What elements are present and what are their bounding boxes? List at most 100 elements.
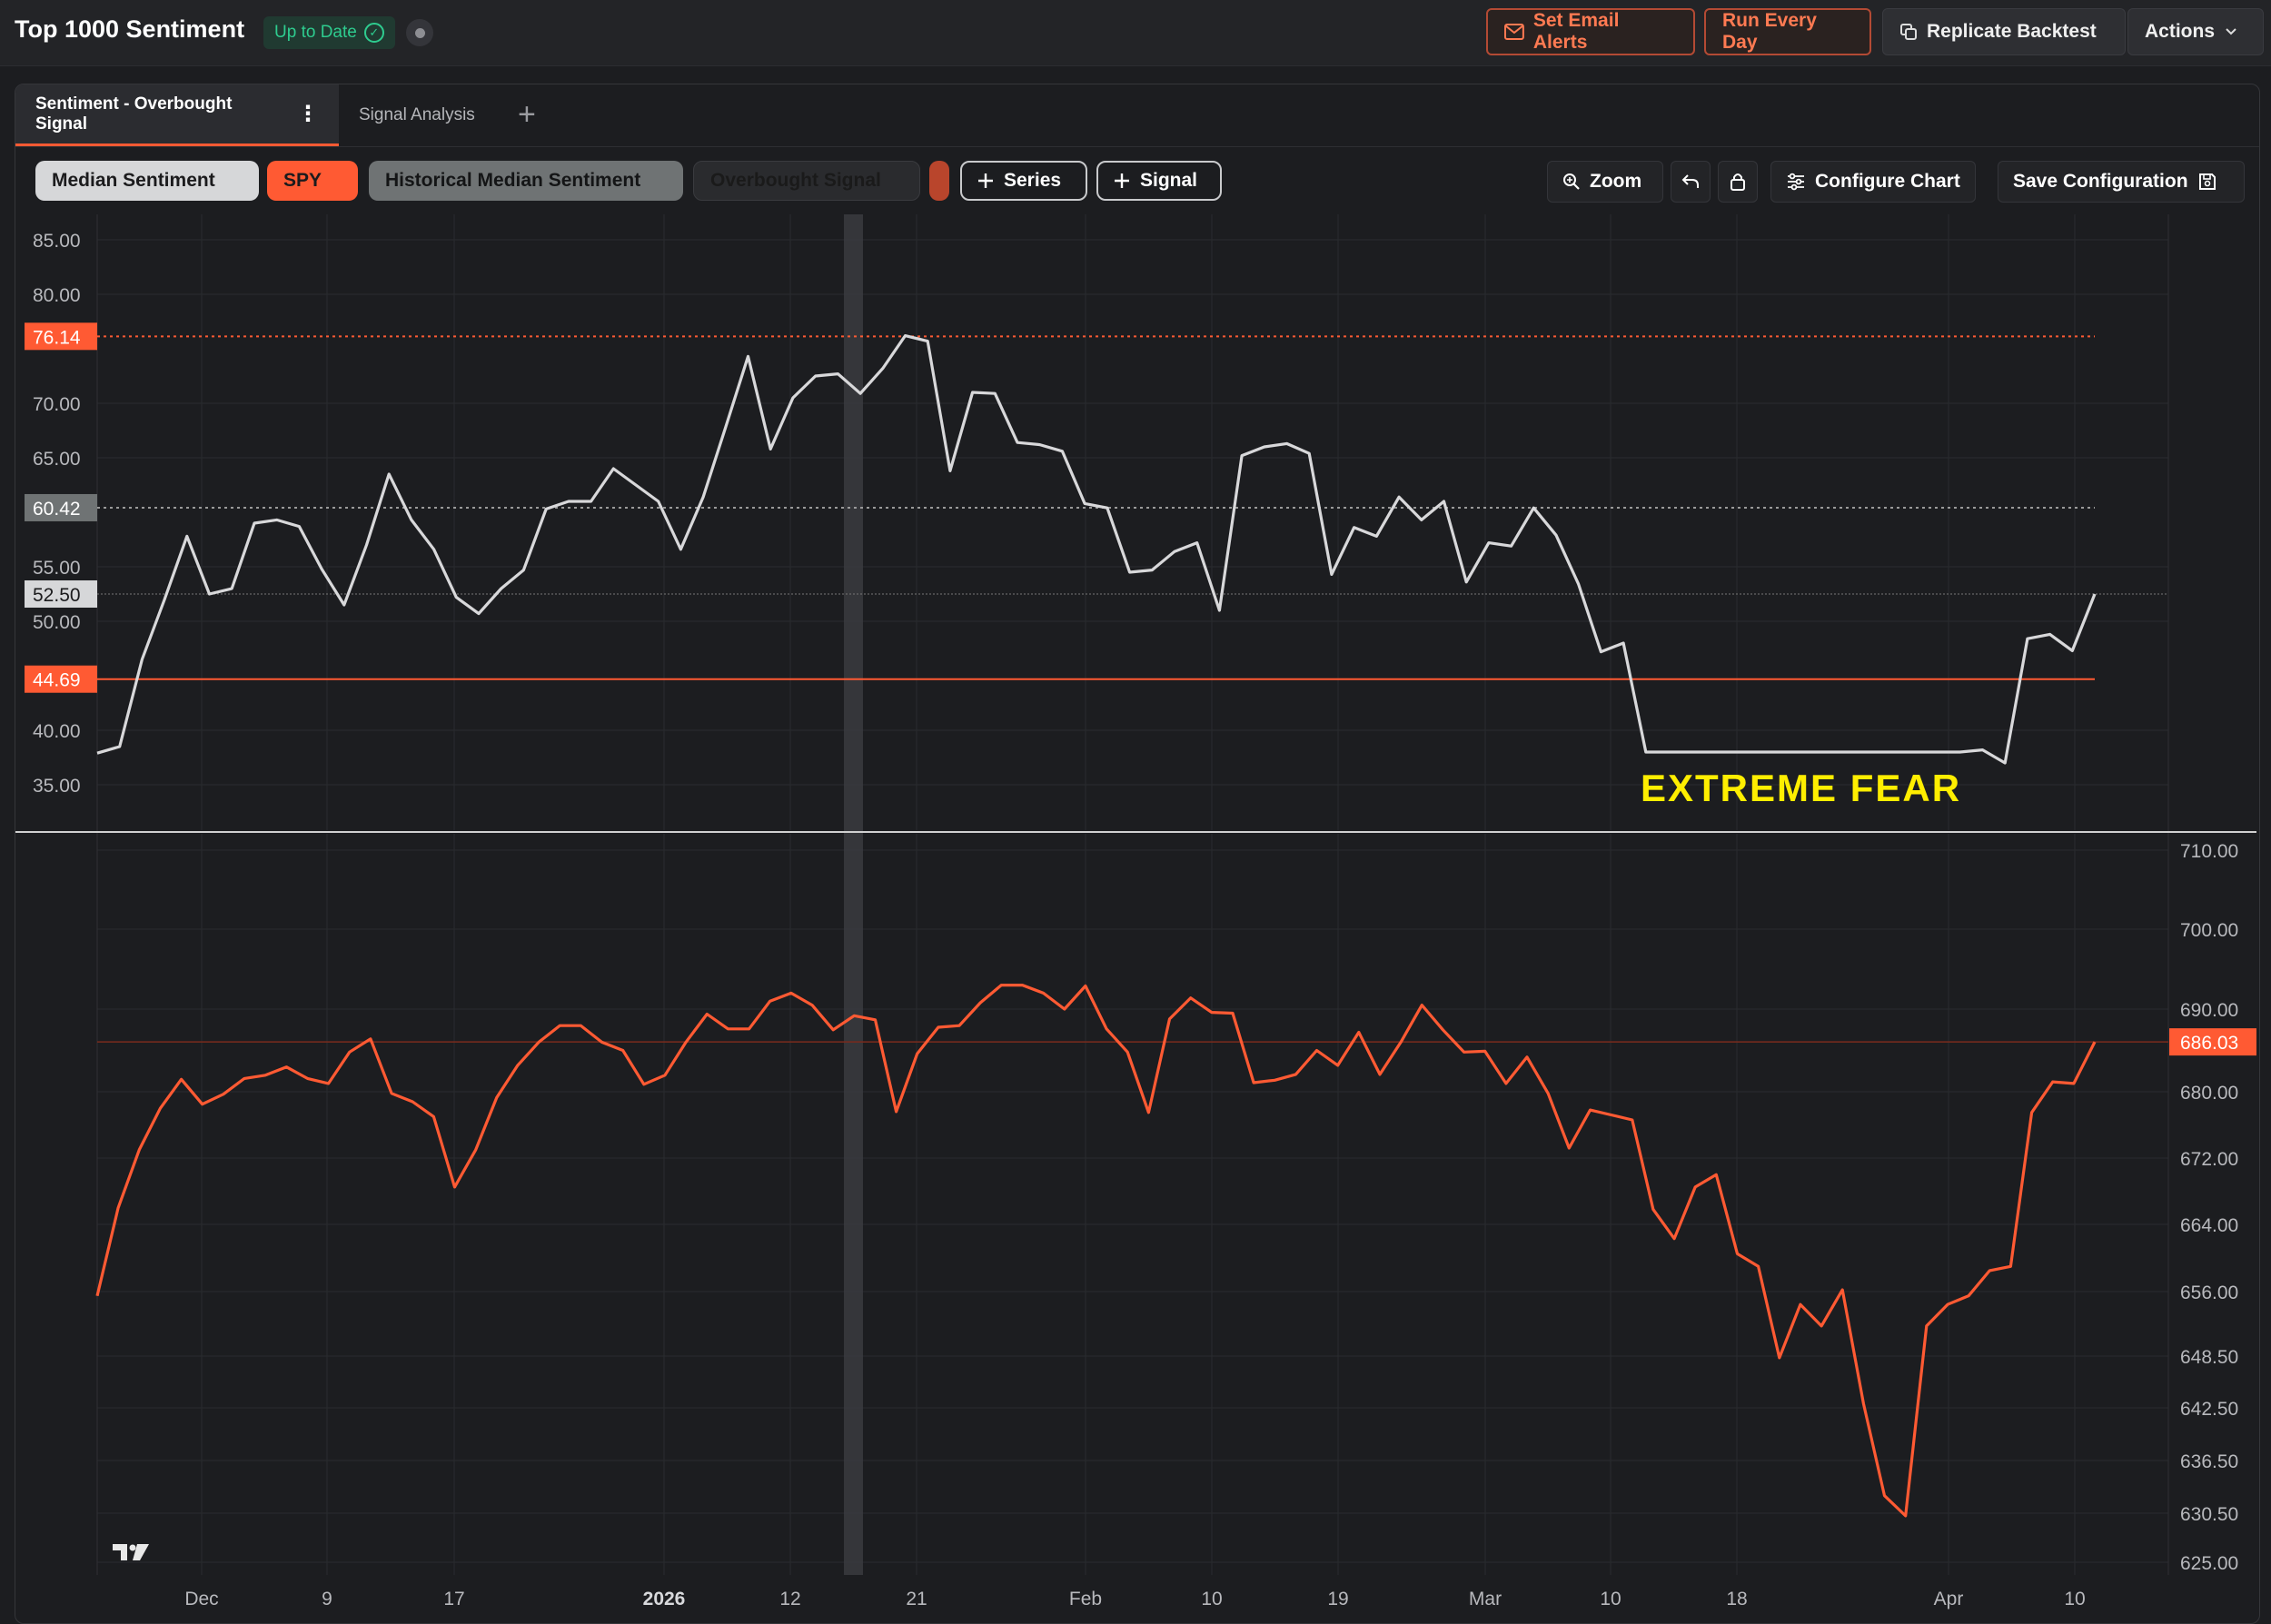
legend-pill-historical-median-sentiment[interactable]: Historical Median Sentiment bbox=[369, 161, 683, 201]
spy-line bbox=[95, 983, 2097, 1518]
y-tick-label: 648.50 bbox=[2180, 1347, 2238, 1368]
add-signal-label: Signal bbox=[1140, 170, 1198, 191]
logo-shape bbox=[113, 1544, 127, 1560]
legend-pill-median-sentiment[interactable]: Median Sentiment bbox=[35, 161, 259, 201]
crosshair-band bbox=[844, 214, 863, 1575]
zoom-icon bbox=[1563, 173, 1580, 190]
copy-icon bbox=[1900, 24, 1917, 40]
y-tick-label: 55.00 bbox=[33, 558, 81, 579]
x-tick-label: 17 bbox=[443, 1589, 464, 1609]
save-icon bbox=[2198, 173, 2216, 190]
tab-bar: Sentiment - Overbought Signal ⋮ Signal A… bbox=[15, 84, 2259, 147]
actions-dropdown[interactable]: Actions bbox=[2127, 8, 2264, 55]
replicate-backtest-button[interactable]: Replicate Backtest bbox=[1882, 8, 2126, 55]
y-tick-label: 642.50 bbox=[2180, 1399, 2238, 1420]
legend-pill-spy[interactable]: SPY bbox=[267, 161, 358, 201]
extreme-fear-annotation: EXTREME FEAR bbox=[1641, 767, 1961, 809]
chart-logo-icon bbox=[113, 1544, 149, 1560]
status-badge: Up to Date ✓ bbox=[263, 16, 395, 49]
y-tick-label: 70.00 bbox=[33, 394, 81, 415]
x-tick-label: Feb bbox=[1069, 1589, 1102, 1609]
chevron-down-icon bbox=[2226, 28, 2236, 35]
reference-value-label: 52.50 bbox=[33, 585, 81, 606]
y-tick-label: 672.00 bbox=[2180, 1149, 2238, 1170]
chart-panel: Sentiment - Overbought Signal ⋮ Signal A… bbox=[15, 84, 2260, 1624]
tab-label: Sentiment - Overbought Signal bbox=[35, 94, 233, 134]
save-configuration-button[interactable]: Save Configuration bbox=[1998, 161, 2245, 203]
tab-label: Signal Analysis bbox=[359, 105, 475, 124]
x-tick-label: 10 bbox=[1600, 1589, 1621, 1609]
y-tick-label: 630.50 bbox=[2180, 1504, 2238, 1525]
add-tab-icon[interactable]: + bbox=[518, 97, 536, 132]
y-tick-label: 35.00 bbox=[33, 776, 81, 797]
y-tick-label: 680.00 bbox=[2180, 1083, 2238, 1104]
y-tick-label: 710.00 bbox=[2180, 841, 2238, 862]
set-email-alerts-button[interactable]: Set Email Alerts bbox=[1486, 8, 1695, 55]
logo-shape bbox=[133, 1544, 149, 1560]
lock-icon bbox=[1731, 173, 1745, 191]
x-tick-label: Apr bbox=[1934, 1589, 1964, 1609]
undo-button[interactable] bbox=[1671, 161, 1711, 203]
configure-chart-label: Configure Chart bbox=[1815, 171, 1960, 192]
reference-value-box bbox=[25, 493, 97, 521]
y-tick-label: 40.00 bbox=[33, 721, 81, 742]
lock-button[interactable] bbox=[1718, 161, 1758, 203]
y-tick-label: 85.00 bbox=[33, 231, 81, 252]
legend-pill-truncated[interactable] bbox=[929, 161, 949, 201]
reference-value-box bbox=[25, 665, 97, 693]
x-tick-label: Dec bbox=[184, 1589, 218, 1609]
kebab-menu-icon[interactable]: ⋮ bbox=[297, 101, 319, 126]
median-sentiment-line bbox=[96, 334, 2097, 765]
legend-pill-overbought-signal[interactable]: Overbought Signal bbox=[693, 161, 920, 201]
plus-icon bbox=[978, 173, 993, 188]
y-tick-label: 80.00 bbox=[33, 285, 81, 306]
x-tick-label: 2026 bbox=[643, 1589, 686, 1609]
reference-value-box bbox=[25, 322, 97, 351]
y-tick-label: 625.00 bbox=[2180, 1553, 2238, 1574]
zoom-label: Zoom bbox=[1590, 171, 1642, 192]
x-tick-label: 10 bbox=[2064, 1589, 2085, 1609]
x-tick-label: 12 bbox=[779, 1589, 800, 1609]
add-series-label: Series bbox=[1004, 170, 1062, 191]
mail-icon bbox=[1504, 24, 1524, 40]
check-circle-icon: ✓ bbox=[363, 23, 384, 43]
y-tick-label: 656.00 bbox=[2180, 1282, 2238, 1303]
add-signal-button[interactable]: Signal bbox=[1096, 161, 1222, 201]
configure-chart-button[interactable]: Configure Chart bbox=[1770, 161, 1976, 203]
x-tick-label: 19 bbox=[1327, 1589, 1348, 1609]
reference-value-label: 44.69 bbox=[33, 670, 81, 691]
actions-label: Actions bbox=[2145, 21, 2216, 42]
tab-sentiment-overbought-signal[interactable]: Sentiment - Overbought Signal ⋮ bbox=[15, 84, 339, 146]
run-every-day-label: Run Every Day bbox=[1722, 10, 1817, 53]
run-every-day-button[interactable]: Run Every Day bbox=[1704, 8, 1871, 55]
y-tick-label: 664.00 bbox=[2180, 1215, 2238, 1236]
status-label: Up to Date bbox=[274, 23, 357, 42]
reference-value-box bbox=[25, 580, 97, 608]
reference-value-label: 76.14 bbox=[33, 327, 81, 348]
x-tick-label: Mar bbox=[1469, 1589, 1502, 1609]
y-tick-label: 50.00 bbox=[33, 612, 81, 633]
add-series-button[interactable]: Series bbox=[960, 161, 1087, 201]
x-tick-label: 18 bbox=[1726, 1589, 1747, 1609]
x-tick-label: 21 bbox=[906, 1589, 927, 1609]
last-value-label: 686.03 bbox=[2180, 1033, 2238, 1054]
x-tick-label: 10 bbox=[1201, 1589, 1222, 1609]
plus-icon bbox=[1115, 173, 1129, 188]
status-dot-button[interactable] bbox=[406, 19, 433, 46]
save-configuration-label: Save Configuration bbox=[2013, 171, 2188, 192]
app-title: Top 1000 Sentiment bbox=[15, 15, 245, 43]
y-tick-label: 700.00 bbox=[2180, 920, 2238, 941]
last-value-box bbox=[2169, 1028, 2256, 1056]
y-tick-label: 690.00 bbox=[2180, 1000, 2238, 1021]
x-tick-label: 9 bbox=[322, 1589, 332, 1609]
tab-signal-analysis[interactable]: Signal Analysis bbox=[339, 84, 511, 146]
sliders-icon bbox=[1788, 173, 1804, 191]
reference-value-label: 60.42 bbox=[33, 499, 81, 520]
y-tick-label: 65.00 bbox=[33, 449, 81, 470]
replicate-backtest-label: Replicate Backtest bbox=[1927, 21, 2097, 42]
top-bar: Top 1000 Sentiment Up to Date ✓ Set Emai… bbox=[0, 0, 2271, 66]
y-tick-label: 636.50 bbox=[2180, 1451, 2238, 1472]
set-email-alerts-label: Set Email Alerts bbox=[1532, 10, 1620, 53]
zoom-button[interactable]: Zoom bbox=[1547, 161, 1663, 203]
